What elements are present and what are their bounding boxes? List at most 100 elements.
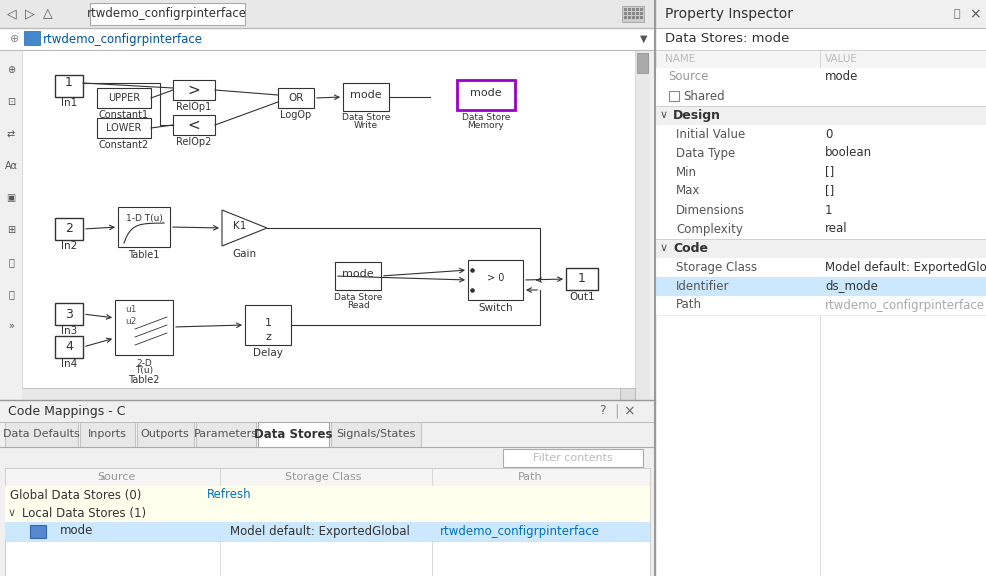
Text: []: []	[824, 165, 833, 179]
Bar	[631, 16, 634, 18]
Bar	[90, 3, 245, 25]
Text: UPPER: UPPER	[107, 93, 140, 103]
Bar	[245, 305, 291, 345]
Text: rtwdemo_configrpinterface: rtwdemo_configrpinterface	[43, 32, 203, 46]
Text: ▷: ▷	[26, 7, 35, 21]
Bar	[503, 449, 642, 467]
Text: 1-D T(u): 1-D T(u)	[125, 214, 163, 223]
Text: Path: Path	[675, 298, 701, 312]
Text: Out1: Out1	[569, 292, 595, 302]
Text: 📌: 📌	[952, 9, 959, 19]
Text: Local Data Stores (1): Local Data Stores (1)	[22, 506, 146, 520]
Text: Write: Write	[354, 122, 378, 131]
Bar	[118, 207, 170, 247]
Bar	[5, 422, 78, 447]
Bar	[457, 80, 515, 110]
Text: ◁: ◁	[7, 7, 17, 21]
Text: NAME: NAME	[665, 54, 694, 64]
Text: Design: Design	[672, 108, 720, 122]
Text: Model default: ExportedGlobal: Model default: ExportedGlobal	[230, 525, 409, 537]
Bar	[115, 300, 173, 355]
Text: mode: mode	[60, 525, 94, 537]
Text: Table1: Table1	[128, 250, 160, 260]
Bar	[343, 83, 388, 111]
Text: 1: 1	[578, 272, 586, 286]
Text: Table2: Table2	[128, 375, 160, 385]
Text: Data Stores: Data Stores	[253, 427, 332, 441]
Text: 1: 1	[824, 203, 831, 217]
Bar	[565, 268, 598, 290]
Text: ∧: ∧	[100, 472, 106, 482]
Bar	[137, 422, 194, 447]
Text: 📋: 📋	[8, 289, 14, 299]
Bar	[467, 260, 523, 300]
Bar	[22, 388, 634, 400]
Bar	[627, 8, 630, 10]
Bar	[0, 400, 655, 576]
Bar	[631, 8, 634, 10]
Bar	[173, 115, 215, 135]
Text: rtwdemo_configrpinterface: rtwdemo_configrpinterface	[87, 7, 246, 21]
Text: LOWER: LOWER	[106, 123, 142, 133]
Text: ⇄: ⇄	[7, 129, 15, 139]
Text: > 0: > 0	[487, 273, 504, 283]
Bar	[97, 118, 151, 138]
Bar	[655, 258, 986, 277]
Text: ×: ×	[622, 404, 634, 418]
Text: Initial Value: Initial Value	[675, 127, 744, 141]
Bar	[655, 125, 986, 144]
Bar	[623, 8, 626, 10]
Bar	[655, 144, 986, 163]
Bar	[634, 50, 650, 400]
Text: ∨: ∨	[660, 243, 668, 253]
Bar	[330, 422, 421, 447]
Bar	[669, 91, 678, 101]
Text: mode: mode	[824, 70, 858, 84]
Text: mode: mode	[342, 269, 374, 279]
Text: Constant1: Constant1	[99, 110, 149, 120]
Text: real: real	[824, 222, 847, 236]
Bar	[636, 53, 648, 73]
Text: ?: ?	[599, 404, 605, 418]
Text: Data Store: Data Store	[461, 113, 510, 123]
Text: T(u): T(u)	[135, 366, 153, 376]
Text: Source: Source	[97, 472, 135, 482]
Bar	[621, 6, 643, 22]
Text: Outports: Outports	[140, 429, 189, 439]
Bar	[55, 218, 83, 240]
Text: Code: Code	[672, 241, 707, 255]
Text: Data Type: Data Type	[675, 146, 735, 160]
Text: ×: ×	[968, 7, 980, 21]
Bar	[639, 12, 642, 14]
Text: RelOp1: RelOp1	[176, 102, 211, 112]
Bar	[655, 239, 986, 258]
Text: mode: mode	[350, 90, 382, 100]
Text: In1: In1	[61, 98, 77, 108]
Bar	[655, 87, 986, 106]
Text: Delay: Delay	[252, 348, 283, 358]
Bar	[635, 12, 638, 14]
Bar	[55, 303, 83, 325]
Bar	[55, 336, 83, 358]
Text: z: z	[265, 332, 271, 342]
Bar	[655, 0, 986, 28]
Bar	[655, 201, 986, 220]
Polygon shape	[222, 210, 267, 246]
Text: Min: Min	[675, 165, 696, 179]
Bar	[334, 262, 381, 290]
Text: Memory: Memory	[467, 122, 504, 131]
Text: Data Defaults: Data Defaults	[3, 429, 79, 439]
Text: 2: 2	[65, 222, 73, 236]
Text: Switch: Switch	[478, 303, 513, 313]
Bar	[631, 12, 634, 14]
Bar	[627, 16, 630, 18]
Text: △: △	[43, 7, 53, 21]
Text: Parameters: Parameters	[194, 429, 257, 439]
Bar	[0, 400, 655, 422]
Bar	[655, 68, 986, 87]
Bar	[5, 504, 650, 522]
Bar	[635, 16, 638, 18]
Bar	[0, 50, 22, 400]
Bar	[55, 75, 83, 97]
Text: Storage Class: Storage Class	[285, 472, 361, 482]
